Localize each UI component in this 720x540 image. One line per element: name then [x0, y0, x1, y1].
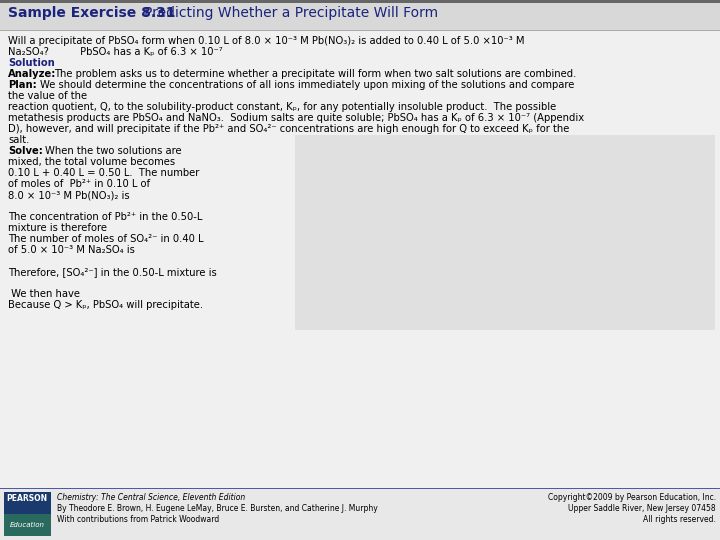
Text: Upper Saddle River, New Jersey 07458: Upper Saddle River, New Jersey 07458 — [568, 504, 716, 513]
Text: Solution: Solution — [8, 58, 55, 68]
Text: 8.0 × 10⁻³ M Pb(NO₃)₂ is: 8.0 × 10⁻³ M Pb(NO₃)₂ is — [8, 190, 130, 200]
Text: $[\mathrm{SO}_4^{2-}] = \dfrac{2.0\times10^{-3}\;\mathrm{mol}}{0.50\;\mathrm{L}}: $[\mathrm{SO}_4^{2-}] = \dfrac{2.0\times… — [328, 264, 562, 293]
Text: mixed, the total volume becomes: mixed, the total volume becomes — [8, 157, 175, 167]
Text: When the two solutions are: When the two solutions are — [45, 146, 181, 156]
Text: of 5.0 × 10⁻³ M Na₂SO₄ is: of 5.0 × 10⁻³ M Na₂SO₄ is — [8, 245, 135, 255]
Text: 0.10 L + 0.40 L = 0.50 L.  The number: 0.10 L + 0.40 L = 0.50 L. The number — [8, 168, 199, 178]
Text: reaction quotient, Q, to the solubility-product constant, Kₚ, for any potentiall: reaction quotient, Q, to the solubility-… — [8, 102, 557, 112]
Text: We then have: We then have — [8, 289, 80, 299]
Text: the value of the: the value of the — [8, 91, 87, 101]
Text: Chemistry: The Central Science, Eleventh Edition: Chemistry: The Central Science, Eleventh… — [57, 493, 246, 502]
Text: Sample Exercise 8.31: Sample Exercise 8.31 — [8, 6, 176, 20]
Text: Solve:: Solve: — [8, 146, 43, 156]
Text: Therefore, [SO₄²⁻] in the 0.50-L mixture is: Therefore, [SO₄²⁻] in the 0.50-L mixture… — [8, 267, 217, 277]
Text: D), however, and will precipitate if the Pb²⁺ and SO₄²⁻ concentrations are high : D), however, and will precipitate if the… — [8, 124, 570, 134]
Text: metathesis products are PbSO₄ and NaNO₃.  Sodium salts are quite soluble; PbSO₄ : metathesis products are PbSO₄ and NaNO₃.… — [8, 113, 584, 123]
Text: salt.: salt. — [8, 135, 30, 145]
Text: With contributions from Patrick Woodward: With contributions from Patrick Woodward — [57, 515, 220, 524]
Text: Will a precipitate of PbSO₄ form when 0.10 L of 8.0 × 10⁻³ M Pb(NO₃)₂ is added t: Will a precipitate of PbSO₄ form when 0.… — [8, 36, 524, 46]
Text: Because Q > Kₚ, PbSO₄ will precipitate.: Because Q > Kₚ, PbSO₄ will precipitate. — [8, 300, 203, 310]
Text: PEARSON: PEARSON — [6, 494, 48, 503]
Text: Analyze:: Analyze: — [8, 69, 56, 79]
Text: Education: Education — [9, 522, 45, 528]
Text: The number of moles of SO₄²⁻ in 0.40 L: The number of moles of SO₄²⁻ in 0.40 L — [8, 234, 204, 244]
Text: $(0.40\;\mathrm{L})\!\left(\!5.0\times10^{-3}\,\dfrac{\mathrm{mol}}{\mathrm{L}}\: $(0.40\;\mathrm{L})\!\left(\!5.0\times10… — [328, 230, 569, 256]
Text: Copyright©2009 by Pearson Education, Inc.: Copyright©2009 by Pearson Education, Inc… — [548, 493, 716, 502]
Text: The concentration of Pb²⁺ in the 0.50-L: The concentration of Pb²⁺ in the 0.50-L — [8, 212, 202, 222]
Text: The problem asks us to determine whether a precipitate will form when two salt s: The problem asks us to determine whether… — [54, 69, 577, 79]
Text: $(0.10\;\mathrm{L})\!\left(\!8.0\times10^{-3}\,\dfrac{\mathrm{mol}}{\mathrm{L}}\: $(0.10\;\mathrm{L})\!\left(\!8.0\times10… — [328, 152, 569, 179]
Text: All rights reserved.: All rights reserved. — [643, 515, 716, 524]
Text: $[\mathrm{Pb}^{2+}] = \dfrac{8.0\times10^{-4}\;\mathrm{mol}}{0.50\;\mathrm{L}} =: $[\mathrm{Pb}^{2+}] = \dfrac{8.0\times10… — [328, 185, 560, 214]
Text: We should determine the concentrations of all ions immediately upon mixing of th: We should determine the concentrations o… — [40, 80, 575, 90]
Text: of moles of  Pb²⁺ in 0.10 L of: of moles of Pb²⁺ in 0.10 L of — [8, 179, 150, 189]
Text: $Q = [\mathrm{Pb}^{2+}][\mathrm{SO}_4^{2-}] = (1.6\times10^{-3})(4.0\times10^{-3: $Q = [\mathrm{Pb}^{2+}][\mathrm{SO}_4^{2… — [328, 303, 664, 323]
Text: By Theodore E. Brown, H. Eugene LeMay, Bruce E. Bursten, and Catherine J. Murphy: By Theodore E. Brown, H. Eugene LeMay, B… — [57, 504, 378, 513]
Text: mixture is therefore: mixture is therefore — [8, 223, 107, 233]
Text: Na₂SO₄?          PbSO₄ has a Kₚ of 6.3 × 10⁻⁷: Na₂SO₄? PbSO₄ has a Kₚ of 6.3 × 10⁻⁷ — [8, 47, 222, 57]
Text: Predicting Whether a Precipitate Will Form: Predicting Whether a Precipitate Will Fo… — [144, 6, 438, 20]
Text: Plan:: Plan: — [8, 80, 37, 90]
